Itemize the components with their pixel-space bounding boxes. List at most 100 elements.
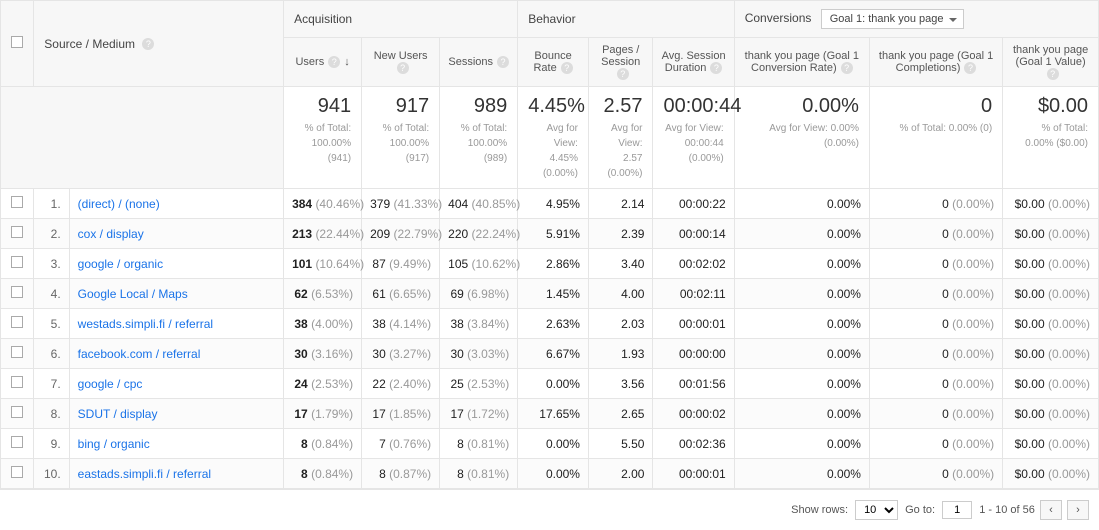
row-number: 10. — [34, 459, 69, 489]
cell-value: $0.00 (0.00%) — [1003, 309, 1099, 339]
cell-sessions: 8 (0.81%) — [440, 429, 518, 459]
cell-pps: 5.50 — [588, 429, 653, 459]
help-icon[interactable]: ? — [497, 56, 509, 68]
help-icon[interactable]: ? — [561, 62, 573, 74]
row-number: 4. — [34, 279, 69, 309]
cell-duration: 00:00:14 — [653, 219, 734, 249]
cell-duration: 00:02:11 — [653, 279, 734, 309]
help-icon[interactable]: ? — [841, 62, 853, 74]
table-row: 10. eastads.simpli.fi / referral 8 (0.84%)… — [1, 459, 1099, 489]
cell-bounce: 17.65% — [518, 399, 589, 429]
help-icon[interactable]: ? — [964, 62, 976, 74]
row-checkbox[interactable] — [11, 406, 23, 418]
row-checkbox[interactable] — [11, 436, 23, 448]
cell-new-users: 7 (0.76%) — [362, 429, 440, 459]
cell-completions: 0 (0.00%) — [869, 429, 1002, 459]
col-avgdur[interactable]: Avg. Session Duration? — [653, 38, 734, 87]
row-checkbox[interactable] — [11, 196, 23, 208]
cell-new-users: 8 (0.87%) — [362, 459, 440, 489]
row-checkbox[interactable] — [11, 286, 23, 298]
cell-sessions: 105 (10.62%) — [440, 249, 518, 279]
cell-bounce: 0.00% — [518, 369, 589, 399]
cell-sessions: 220 (22.24%) — [440, 219, 518, 249]
source-medium-link[interactable]: facebook.com / referral — [78, 347, 201, 361]
cell-users: 24 (2.53%) — [284, 369, 362, 399]
cell-pps: 2.14 — [588, 189, 653, 219]
col-sessions[interactable]: Sessions? — [440, 38, 518, 87]
goal-selector-dropdown[interactable]: Goal 1: thank you page — [821, 9, 965, 29]
cell-new-users: 38 (4.14%) — [362, 309, 440, 339]
source-medium-link[interactable]: SDUT / display — [78, 407, 158, 421]
cell-duration: 00:00:22 — [653, 189, 734, 219]
cell-cvr: 0.00% — [734, 249, 869, 279]
cell-new-users: 22 (2.40%) — [362, 369, 440, 399]
cell-users: 38 (4.00%) — [284, 309, 362, 339]
goto-input[interactable] — [942, 501, 972, 519]
help-icon[interactable]: ? — [710, 62, 722, 74]
table-row: 1.(direct) / (none)384 (40.46%)379 (41.3… — [1, 189, 1099, 219]
cell-pps: 3.56 — [588, 369, 653, 399]
cell-pps: 3.40 — [588, 249, 653, 279]
row-number: 6. — [34, 339, 69, 369]
row-checkbox[interactable] — [11, 466, 23, 478]
summary-compl: 0% of Total: 0.00% (0) — [869, 87, 1002, 189]
row-checkbox[interactable] — [11, 226, 23, 238]
prev-page-button[interactable]: ‹ — [1040, 500, 1062, 520]
help-icon[interactable]: ? — [617, 68, 629, 80]
summary-bounce: 4.45%Avg for View: 4.45% (0.00%) — [518, 87, 589, 189]
col-cvr[interactable]: thank you page (Goal 1 Conversion Rate)? — [734, 38, 869, 87]
col-value[interactable]: thank you page (Goal 1 Value)? — [1003, 38, 1099, 87]
dimension-header[interactable]: Source / Medium ? — [34, 1, 284, 87]
help-icon[interactable]: ? — [397, 62, 409, 74]
table-row: 6.facebook.com / referral30 (3.16%)30 (3… — [1, 339, 1099, 369]
col-users[interactable]: Users?↓ — [284, 38, 362, 87]
table-row: 9.bing / organic8 (0.84%)7 (0.76%)8 (0.8… — [1, 429, 1099, 459]
cell-pps: 2.00 — [588, 459, 653, 489]
cell-value: $0.00 (0.00%) — [1003, 339, 1099, 369]
cell-cvr: 0.00% — [734, 339, 869, 369]
cell-bounce: 2.86% — [518, 249, 589, 279]
col-pps[interactable]: Pages / Session? — [588, 38, 653, 87]
source-medium-link[interactable]: google / cpc — [78, 377, 143, 391]
cell-value: $0.00 (0.00%) — [1003, 369, 1099, 399]
row-number: 8. — [34, 399, 69, 429]
help-icon[interactable]: ? — [328, 56, 340, 68]
cell-value: $0.00 (0.00%) — [1003, 279, 1099, 309]
cell-pps: 2.39 — [588, 219, 653, 249]
cell-users: 17 (1.79%) — [284, 399, 362, 429]
source-medium-link[interactable]: eastads.simpli.fi / referral — [78, 467, 211, 481]
cell-bounce: 5.91% — [518, 219, 589, 249]
help-icon[interactable]: ? — [142, 38, 154, 50]
source-medium-link[interactable]: bing / organic — [78, 437, 150, 451]
cell-duration: 00:00:00 — [653, 339, 734, 369]
cell-cvr: 0.00% — [734, 429, 869, 459]
summary-pps: 2.57Avg for View: 2.57 (0.00%) — [588, 87, 653, 189]
cell-sessions: 38 (3.84%) — [440, 309, 518, 339]
col-new-users[interactable]: New Users? — [362, 38, 440, 87]
row-checkbox[interactable] — [11, 256, 23, 268]
cell-bounce: 4.95% — [518, 189, 589, 219]
cell-cvr: 0.00% — [734, 279, 869, 309]
cell-sessions: 8 (0.81%) — [440, 459, 518, 489]
source-medium-link[interactable]: cox / display — [78, 227, 144, 241]
cell-completions: 0 (0.00%) — [869, 279, 1002, 309]
row-checkbox[interactable] — [11, 316, 23, 328]
col-compl[interactable]: thank you page (Goal 1 Completions)? — [869, 38, 1002, 87]
source-medium-link[interactable]: Google Local / Maps — [78, 287, 188, 301]
row-checkbox[interactable] — [11, 346, 23, 358]
source-medium-link[interactable]: google / organic — [78, 257, 163, 271]
cell-users: 8 (0.84%) — [284, 459, 362, 489]
next-page-button[interactable]: › — [1067, 500, 1089, 520]
source-medium-link[interactable]: (direct) / (none) — [78, 197, 160, 211]
help-icon[interactable]: ? — [1047, 68, 1059, 80]
cell-duration: 00:00:01 — [653, 309, 734, 339]
goto-label: Go to: — [905, 504, 935, 516]
cell-value: $0.00 (0.00%) — [1003, 219, 1099, 249]
select-all-checkbox[interactable] — [11, 36, 23, 48]
row-checkbox[interactable] — [11, 376, 23, 388]
source-medium-link[interactable]: westads.simpli.fi / referral — [78, 317, 213, 331]
show-rows-select[interactable]: 10 — [855, 500, 898, 520]
col-bounce[interactable]: Bounce Rate? — [518, 38, 589, 87]
summary-sessions: 989% of Total: 100.00% (989) — [440, 87, 518, 189]
group-behavior: Behavior — [518, 1, 734, 38]
